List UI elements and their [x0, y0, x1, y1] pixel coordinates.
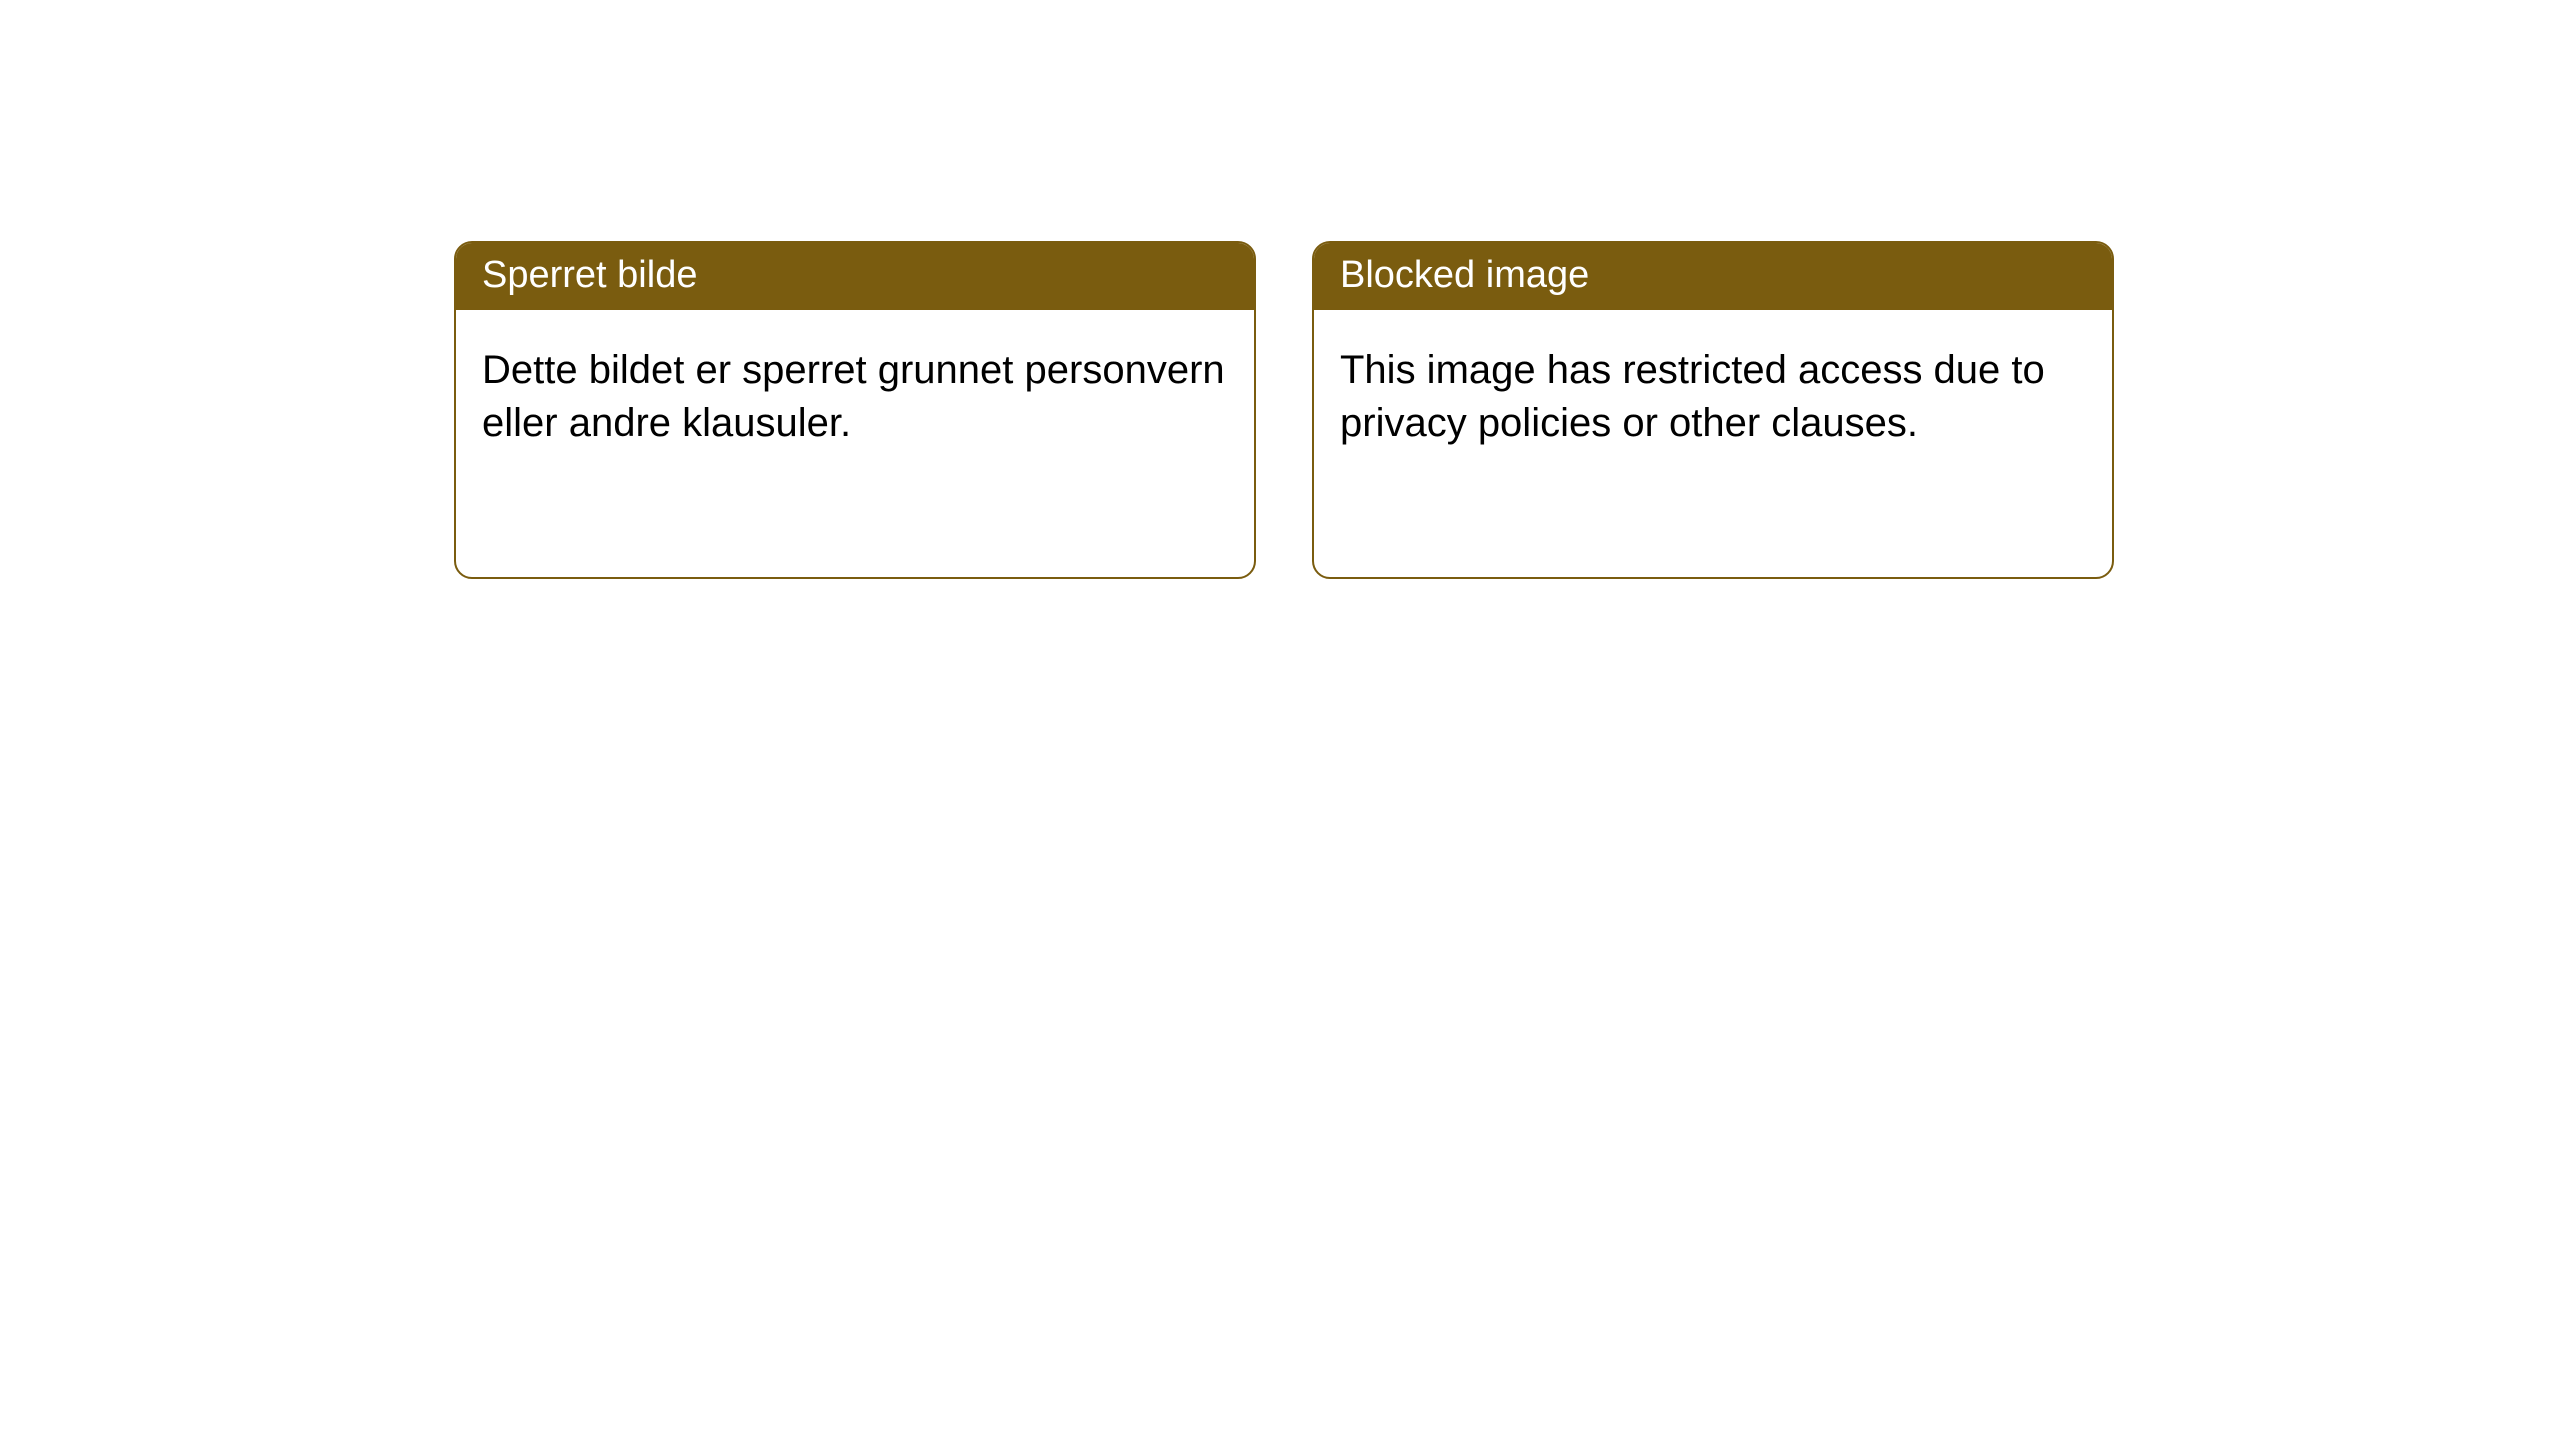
notice-header: Sperret bilde: [456, 243, 1254, 310]
notice-body: Dette bildet er sperret grunnet personve…: [456, 310, 1254, 474]
notice-container: Sperret bilde Dette bildet er sperret gr…: [454, 241, 2114, 579]
notice-card-norwegian: Sperret bilde Dette bildet er sperret gr…: [454, 241, 1256, 579]
notice-header: Blocked image: [1314, 243, 2112, 310]
notice-body: This image has restricted access due to …: [1314, 310, 2112, 474]
notice-card-english: Blocked image This image has restricted …: [1312, 241, 2114, 579]
